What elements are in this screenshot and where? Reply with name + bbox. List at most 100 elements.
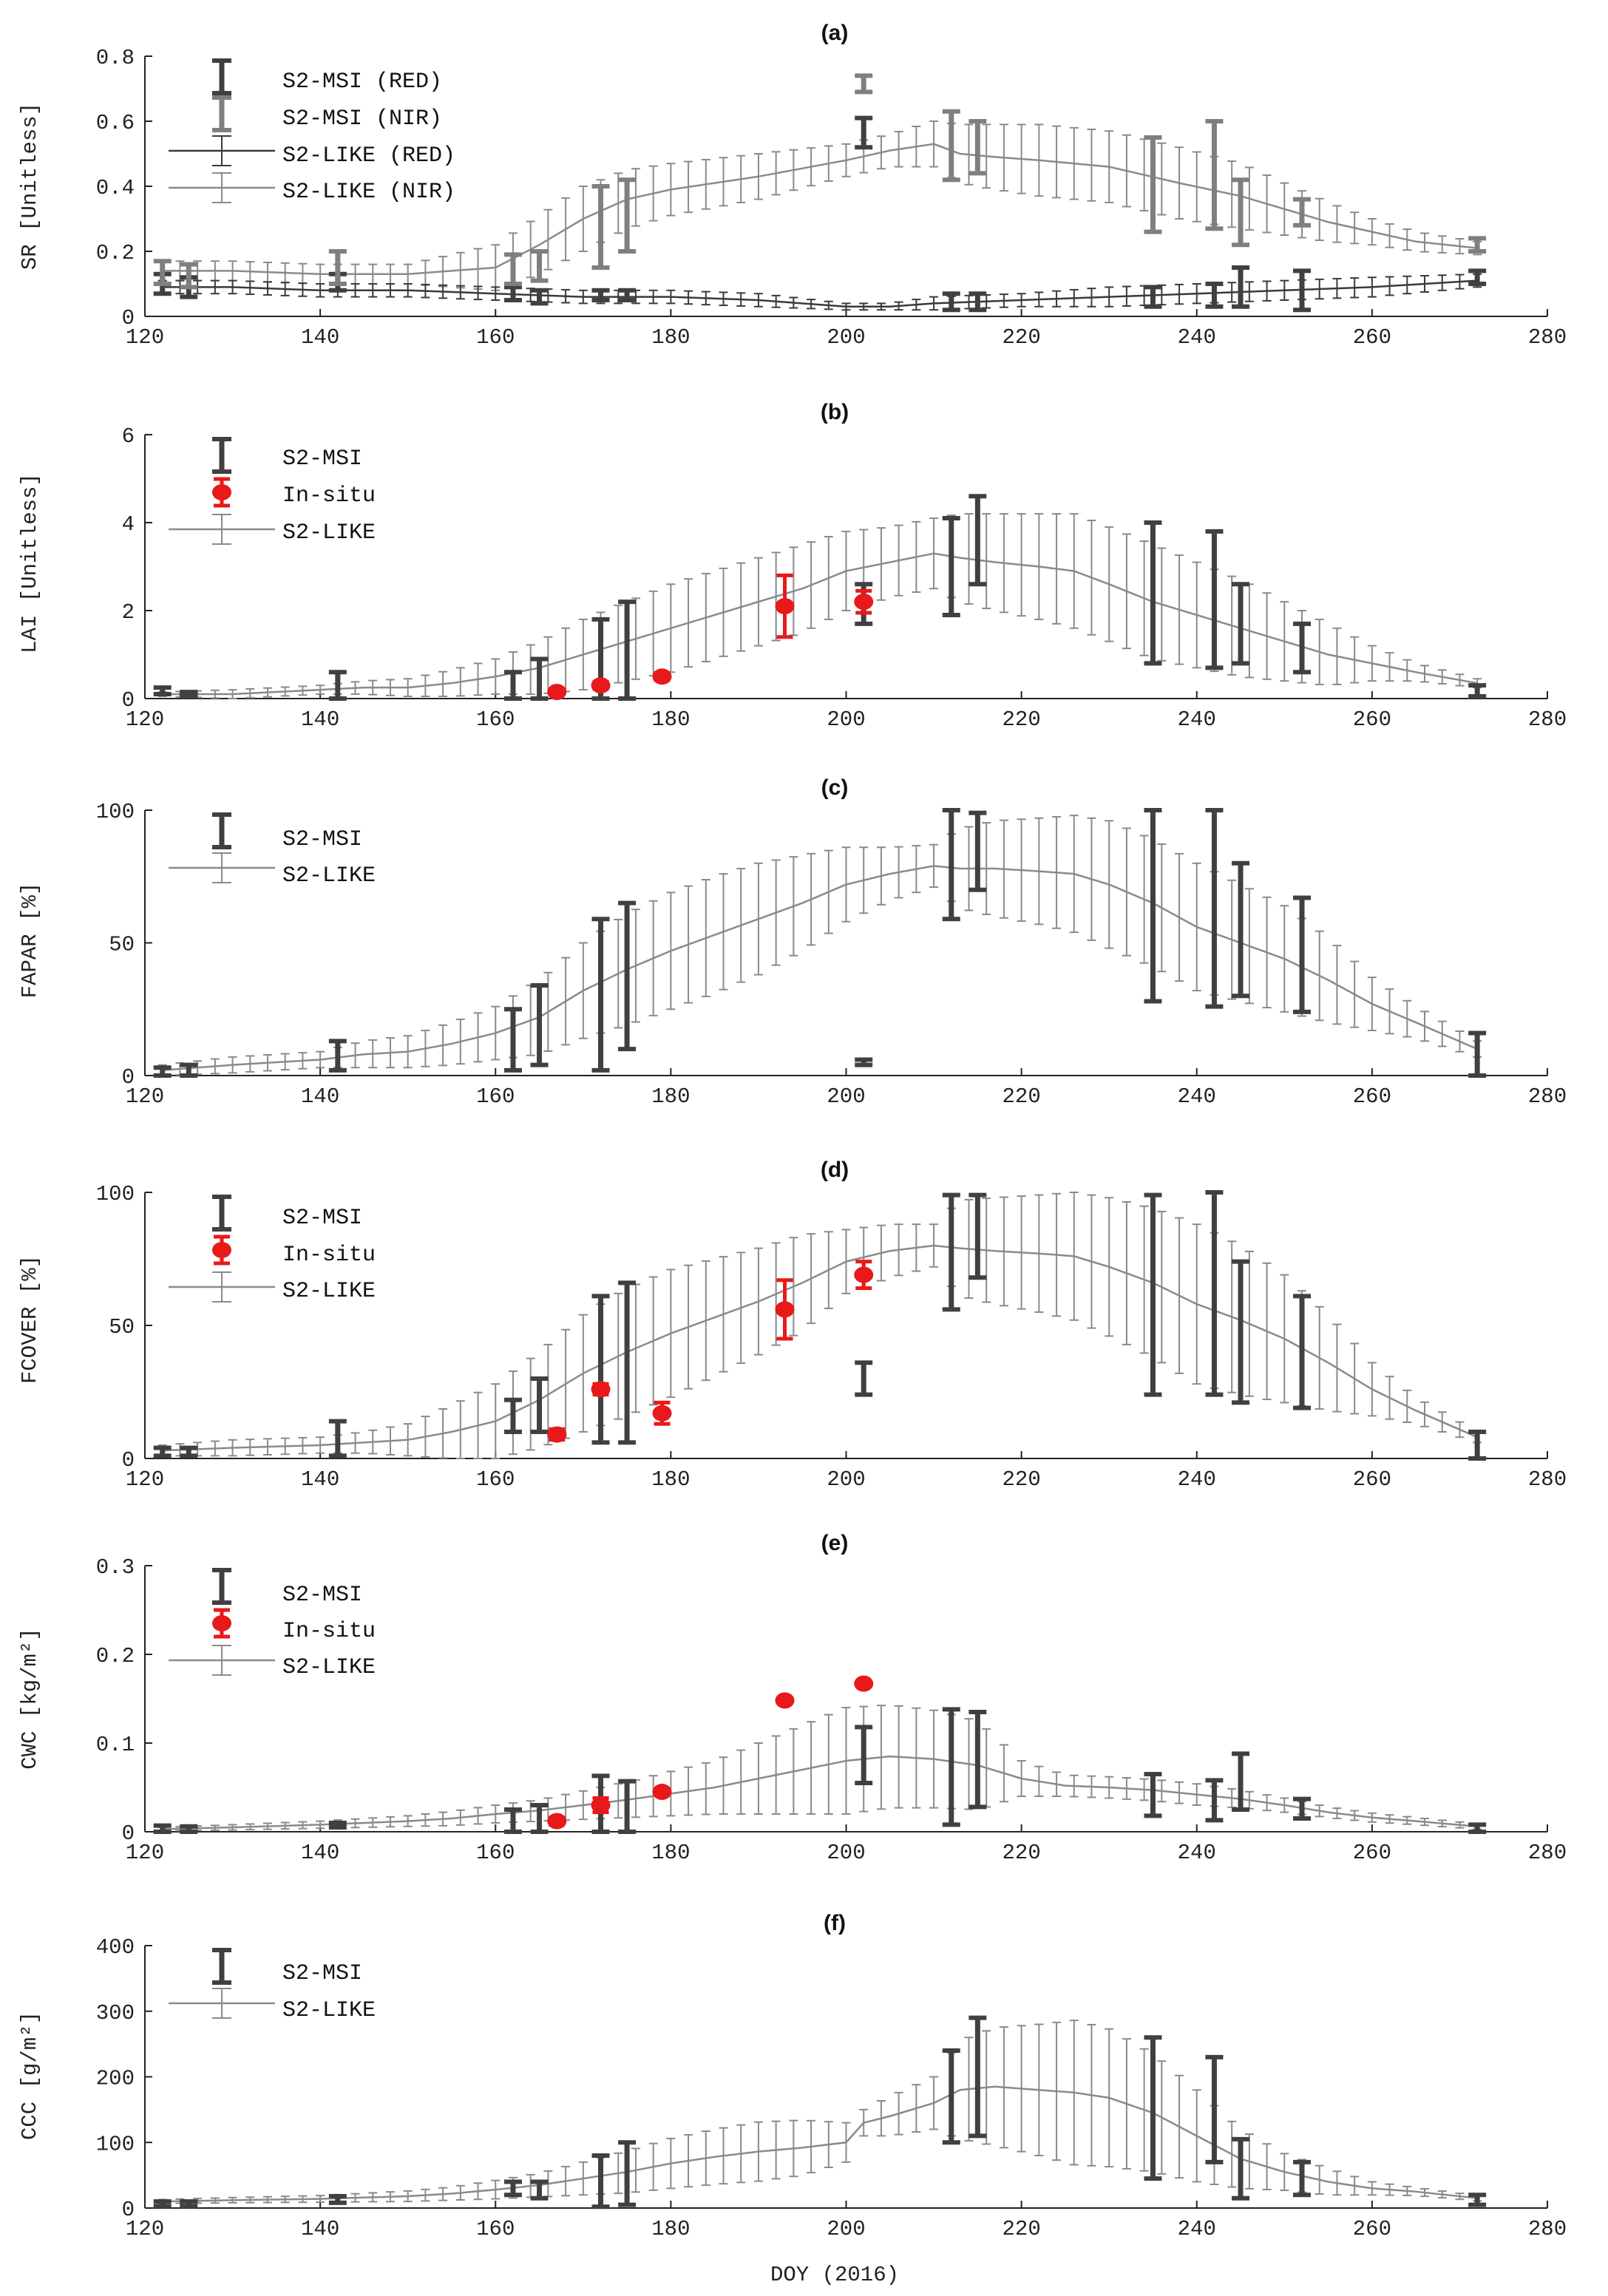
panel-b-y-tick-label: 2 [122,600,135,625]
panel-a-x-tick-label: 180 [651,325,690,350]
panel-e-like-line-0 [162,1755,1478,1830]
panel-d-x-tick-label: 220 [1003,1467,1041,1492]
panel-f-y-tick-label: 400 [96,1935,135,1960]
panel-b-x-tick-label: 260 [1353,707,1391,732]
panel-a-x-tick-label: 140 [301,325,339,350]
panel-b-insitu-point [652,668,672,685]
panel-b-insitu-point [775,598,795,615]
panel-a-ylabel: SR [Unitless] [18,103,42,270]
panel-b-x-tick-label: 120 [126,707,164,732]
panel-a-like-line-1 [162,279,1478,308]
panel-b-ylabel: LAI [Unitless] [18,473,42,653]
panel-e-y-tick-label: 0.3 [96,1555,135,1580]
panel-c-x-tick-label: 220 [1003,1084,1041,1109]
panel-d-legend-symbol [212,1242,231,1258]
panel-c-x-tick-label: 260 [1353,1084,1391,1109]
panel-e-x-tick-label: 280 [1528,1841,1567,1865]
panel-b-insitu-point [547,684,567,701]
panel-d-x-tick-label: 240 [1178,1467,1216,1492]
panel-c-x-tick-label: 120 [126,1084,164,1109]
panel-c-x-tick-label: 240 [1178,1084,1216,1109]
panel-f-x-tick-label: 180 [651,2217,690,2241]
panel-d-y-tick-label: 50 [109,1315,135,1339]
plots: 120 140 160 180 200 220 240 260 28000.20.40.60.8… [96,46,1567,2241]
panel-e-x-tick-label: 120 [126,1841,164,1865]
panel-a-x-tick-label: 260 [1353,325,1391,350]
panel-e-legend-1: In-situ [282,1619,376,1644]
panel-a-y-tick-label: 0.6 [96,111,135,135]
panel-e-x-tick-label: 260 [1353,1841,1391,1865]
panel-f-x-tick-label: 280 [1528,2217,1567,2241]
panel-f-y-tick-label: 100 [96,2132,135,2156]
panel-b-x-tick-label: 240 [1178,707,1216,732]
panel-a-like-line-0 [162,143,1478,276]
panel-c-x-tick-label: 160 [476,1084,515,1109]
panel-d-insitu-point [854,1266,874,1283]
panel-e-title: (e) [821,1531,849,1555]
panel-e-insitu-point [652,1784,672,1800]
panel-a-legend-2: S2-LIKE (RED) [282,143,455,169]
panel-e-legend-0: S2-MSI [282,1583,362,1608]
panel-d-insitu-point [652,1405,672,1422]
panel-d-insitu-point [547,1426,567,1443]
panel-b-legend-symbol [212,484,231,500]
panel-d-x-tick-label: 160 [476,1467,515,1492]
panel-b-x-tick-label: 180 [651,707,690,732]
panel-d-legend-0: S2-MSI [282,1206,362,1231]
panel-f-ylabel: CCC [g/m²] [18,2011,42,2140]
panel-a-legend-3: S2-LIKE (NIR) [282,180,455,205]
panel-e-insitu-point [775,1692,795,1709]
panel-b-y-tick-label: 4 [122,512,135,537]
panel-d-title: (d) [821,1158,849,1182]
panel-f-like-line-0 [162,2085,1478,2203]
panel-b-title: (b) [821,400,849,424]
panel-a-x-tick-label: 160 [476,325,515,350]
panel-f-x-tick-label: 160 [476,2217,515,2241]
x-axis-label: DOY (2016) [770,2263,899,2287]
panel-f-legend-0: S2-MSI [282,1961,362,1986]
panel-d-insitu-point [775,1301,795,1318]
panel-d-x-tick-label: 280 [1528,1467,1567,1492]
panel-e-x-tick-label: 240 [1178,1841,1216,1865]
panel-c-x-tick-label: 140 [301,1084,339,1109]
panel-b-legend-1: In-situ [282,483,376,509]
panel-d-x-tick-label: 120 [126,1467,164,1492]
panel-a-x-tick-label: 120 [126,325,164,350]
panel-f-x-tick-label: 140 [301,2217,339,2241]
panel-c-legend-1: S2-LIKE [282,863,376,889]
panel-d-legend-2: S2-LIKE [282,1279,376,1304]
panel-c-y-tick-label: 50 [109,933,135,957]
panel-b-insitu-point [854,594,874,611]
panel-b-legend-0: S2-MSI [282,446,362,472]
panel-a-legend-1: S2-MSI (NIR) [282,106,442,132]
panel-a-x-tick-label: 240 [1178,325,1216,350]
panel-d-insitu-point [591,1381,611,1398]
panel-e-insitu-point [591,1797,611,1813]
panel-c-y-tick-label: 100 [96,800,135,824]
panel-c-ylabel: FAPAR [%] [18,883,42,999]
panel-e-x-tick-label: 180 [651,1841,690,1865]
panel-a-x-tick-label: 200 [827,325,865,350]
panel-c-x-tick-label: 280 [1528,1084,1567,1109]
panel-d-x-tick-label: 140 [301,1467,339,1492]
panel-b-y-tick-label: 0 [122,688,135,713]
panel-e-y-tick-label: 0 [122,1821,135,1846]
panel-f-x-tick-label: 240 [1178,2217,1216,2241]
panel-a-y-tick-label: 0.2 [96,241,135,265]
panel-a-x-tick-label: 280 [1528,325,1567,350]
panel-b-legend-2: S2-LIKE [282,520,376,546]
panel-d-ylabel: FCOVER [%] [18,1255,42,1384]
panel-a-title: (a) [821,21,849,45]
panel-b-like-line-0 [162,552,1478,696]
panel-f-y-tick-label: 200 [96,2067,135,2091]
panel-d-y-tick-label: 0 [122,1448,135,1473]
panel-e-ylabel: CWC [kg/m²] [18,1628,42,1769]
panel-e-insitu-point [547,1813,567,1830]
panel-b-x-tick-label: 140 [301,707,339,732]
panel-f-x-tick-label: 260 [1353,2217,1391,2241]
panel-e-x-tick-label: 200 [827,1841,865,1865]
panel-c-legend-0: S2-MSI [282,827,362,852]
panel-a-legend-0: S2-MSI (RED) [282,69,442,95]
panel-f-y-tick-label: 0 [122,2198,135,2222]
panel-b-y-tick-label: 6 [122,424,135,449]
